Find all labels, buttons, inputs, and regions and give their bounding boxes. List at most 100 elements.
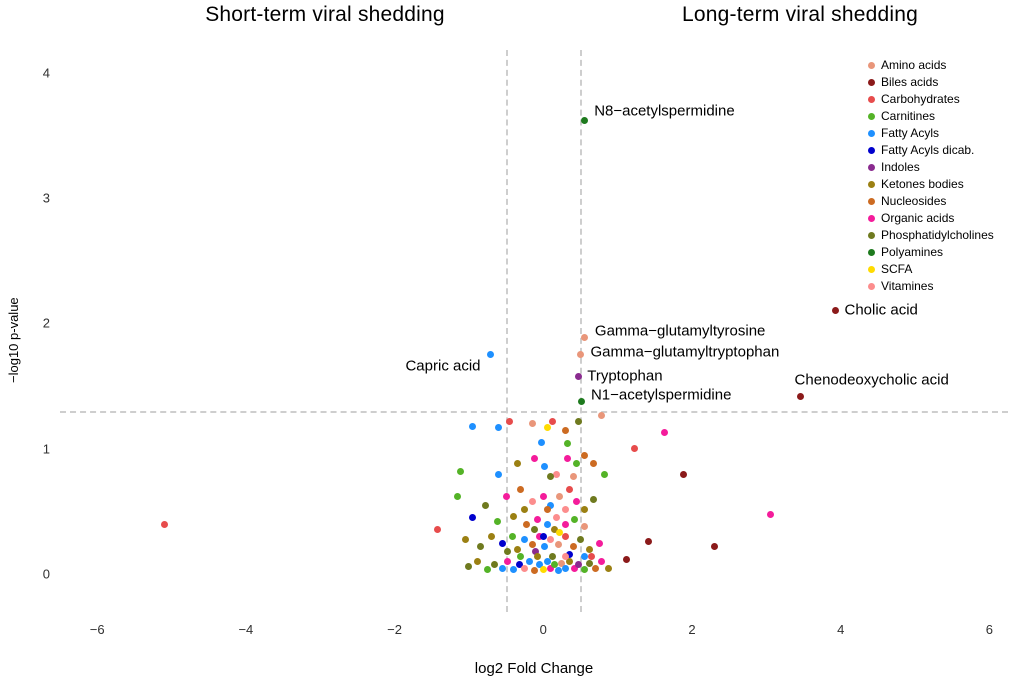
legend-label: Polyamines <box>881 245 944 259</box>
point-label: Chenodeoxycholic acid <box>794 371 949 389</box>
data-point <box>533 553 541 561</box>
data-point <box>578 397 586 405</box>
legend-item: Fatty Acyls dicab. <box>868 143 994 157</box>
data-point <box>590 495 598 503</box>
data-point <box>543 520 551 528</box>
legend-swatch <box>868 146 875 154</box>
point-label: N8−acetylspermidine <box>594 102 735 120</box>
data-point <box>517 485 525 493</box>
data-point <box>484 565 492 573</box>
data-point <box>502 493 510 501</box>
legend-label: Fatty Acyls <box>881 126 940 140</box>
data-point <box>465 563 473 571</box>
point-label: Gamma−glutamyltyrosine <box>594 322 766 340</box>
y-tick-label: 4 <box>42 65 50 81</box>
data-point <box>541 462 549 470</box>
data-point <box>536 533 544 541</box>
data-point <box>434 525 442 533</box>
y-tick-label: 0 <box>42 566 50 582</box>
data-point <box>595 539 603 547</box>
legend-item: Nucleosides <box>868 194 994 208</box>
x-tick-label: 6 <box>985 622 994 637</box>
data-point <box>469 422 477 430</box>
data-point <box>565 485 573 493</box>
data-point <box>504 558 512 566</box>
data-point <box>543 424 551 432</box>
data-point <box>481 501 489 509</box>
data-point <box>526 558 534 566</box>
data-point <box>569 473 577 481</box>
data-point <box>580 451 588 459</box>
data-point <box>832 307 839 315</box>
data-point <box>456 468 464 475</box>
point-label: N1−acetylspermidine <box>590 386 732 404</box>
data-point <box>469 514 477 522</box>
legend-swatch <box>868 248 875 256</box>
legend-item: Vitamines <box>868 279 994 293</box>
legend-swatch <box>868 180 875 188</box>
data-point <box>576 351 584 359</box>
data-point <box>516 560 523 568</box>
data-point <box>556 493 564 501</box>
legend-label: Vitamines <box>881 279 934 293</box>
data-point <box>504 548 512 556</box>
data-point <box>461 535 469 543</box>
legend: Amino acids Biles acids Carbohydrates Carni… <box>868 58 994 296</box>
point-label: Cholic acid <box>844 301 918 319</box>
data-point <box>574 372 582 380</box>
data-point <box>565 550 573 558</box>
data-point <box>547 564 555 572</box>
data-point <box>528 420 536 428</box>
data-point <box>562 553 570 561</box>
x-tick-label: −2 <box>387 622 402 637</box>
legend-swatch <box>868 129 875 137</box>
data-point <box>498 539 506 547</box>
data-point <box>573 460 581 468</box>
legend-item: Fatty Acyls <box>868 126 994 140</box>
data-point <box>562 533 570 541</box>
data-point <box>597 558 605 566</box>
data-point <box>543 505 551 513</box>
point-label: Tryptophan <box>587 367 663 385</box>
data-point <box>160 520 168 528</box>
legend-item: Carbohydrates <box>868 92 994 106</box>
legend-label: Indoles <box>881 160 920 174</box>
data-point <box>539 533 547 541</box>
data-point <box>797 392 805 400</box>
data-point <box>543 558 551 566</box>
data-point <box>580 523 588 531</box>
data-point <box>645 538 653 546</box>
data-point <box>588 553 596 561</box>
data-point <box>517 553 525 561</box>
data-point <box>495 470 503 478</box>
legend-swatch <box>868 112 875 120</box>
legend-label: Phosphatidylcholines <box>881 228 994 242</box>
legend-swatch <box>868 197 875 205</box>
legend-item: Indoles <box>868 160 994 174</box>
data-point <box>528 498 536 506</box>
data-point <box>487 533 495 541</box>
data-point <box>548 417 556 425</box>
significance-threshold-horizontal <box>60 411 1008 414</box>
significance-threshold-vertical <box>580 50 583 612</box>
data-point <box>547 535 555 543</box>
data-point <box>548 553 556 561</box>
data-point <box>580 565 588 573</box>
data-point <box>571 564 579 572</box>
legend-item: Phosphatidylcholines <box>868 228 994 242</box>
legend-label: Amino acids <box>881 58 947 72</box>
y-tick-label: 1 <box>42 441 50 457</box>
data-point <box>581 333 589 341</box>
data-point <box>556 529 564 537</box>
data-point <box>493 518 501 526</box>
data-point <box>533 515 541 523</box>
data-point <box>495 424 503 432</box>
data-point <box>553 514 561 522</box>
data-point <box>573 498 581 506</box>
y-tick-label: 3 <box>42 190 50 206</box>
legend-label: Organic acids <box>881 211 955 225</box>
data-point <box>530 525 538 533</box>
legend-item: Organic acids <box>868 211 994 225</box>
data-point <box>585 559 593 567</box>
